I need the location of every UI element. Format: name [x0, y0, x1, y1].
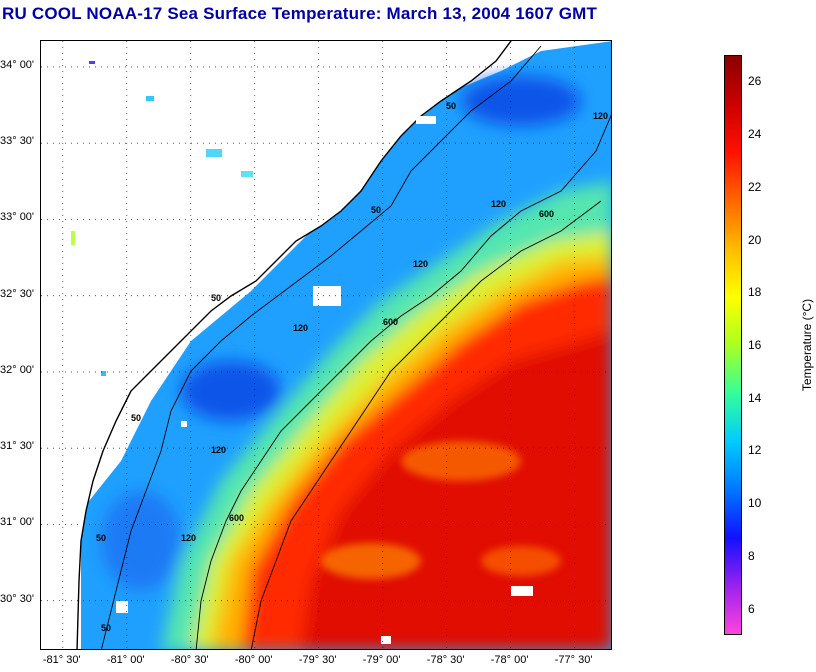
isobath-label: 120	[211, 445, 226, 455]
isobath-label: 120	[413, 259, 428, 269]
cold-patch-south	[101, 491, 181, 591]
isobath-label: 50	[446, 101, 456, 111]
isobath-label: 50	[101, 623, 111, 633]
colorbar-tick-label: 26	[748, 74, 762, 89]
longitude-label: -80° 30'	[170, 654, 209, 666]
longitude-label: -77° 30'	[554, 654, 593, 666]
colorbar-tick-label: 20	[748, 232, 762, 247]
longitude-label: -78° 30'	[426, 654, 465, 666]
colorbar-tick-label: 12	[748, 443, 762, 458]
cloud-speck	[116, 601, 128, 613]
latitude-label: 31° 00'	[0, 516, 35, 529]
isobath-label: 50	[131, 413, 141, 423]
isobath-label: 120	[293, 323, 308, 333]
cloud-speck	[416, 116, 436, 124]
isobath-120m	[195, 114, 611, 649]
cloud-speck	[381, 636, 391, 644]
isobath-label: 600	[229, 513, 244, 523]
latitude-label: 30° 30'	[0, 592, 35, 605]
inland-water	[71, 231, 75, 245]
colorbar-tick-label: 10	[748, 496, 762, 511]
colorbar-tick-label: 16	[748, 338, 762, 352]
longitude-label: -81° 00'	[106, 654, 145, 666]
cold-patch-north	[461, 76, 581, 126]
colorbar-label: Temperature (°C)	[800, 298, 814, 392]
cloud-speck	[181, 421, 187, 427]
longitude-label: -81° 30'	[42, 654, 81, 666]
warm-filament	[481, 546, 561, 576]
isobath-600m	[250, 200, 602, 649]
temperature-colorbar	[724, 55, 742, 635]
land-mass	[41, 41, 511, 649]
longitude-label: -79° 30'	[298, 654, 337, 666]
cloud-speck	[511, 586, 533, 596]
warm-filament	[401, 441, 521, 481]
sst-map[interactable]: 50 50 50 50 50 50 120 120 120 120 120 120 600 600 600	[40, 40, 612, 650]
latitude-label: 32° 30'	[0, 287, 35, 300]
inland-water	[146, 96, 154, 101]
colorbar-tick-label: 6	[748, 601, 755, 616]
latitude-label: 34° 00'	[0, 58, 35, 71]
longitude-label: -80° 00'	[234, 654, 273, 666]
isobath-label: 120	[491, 199, 506, 209]
colorbar-tick-label: 14	[748, 390, 762, 405]
isobath-label: 50	[96, 533, 106, 543]
latitude-label: 33° 00'	[0, 211, 35, 224]
isobath-label: 120	[593, 111, 608, 121]
latitude-label: 33° 30'	[0, 135, 35, 148]
longitude-label: -78° 00'	[490, 654, 529, 666]
colorbar-tick-label: 8	[748, 548, 755, 563]
cloud-speck	[313, 286, 341, 306]
inland-water	[241, 171, 253, 177]
isobath-label: 600	[383, 317, 398, 327]
isobath-label: 600	[539, 209, 554, 219]
longitude-label: -79° 00'	[362, 654, 401, 666]
isobath-50m	[101, 45, 542, 649]
latitude-label: 31° 30'	[0, 440, 35, 453]
latitude-label: 32° 00'	[0, 363, 35, 376]
sst-image: 50 50 50 50 50 50 120 120 120 120 120 120 600 600 600	[41, 41, 611, 649]
warm-filament	[321, 543, 421, 579]
isobath-label: 120	[181, 533, 196, 543]
map-title: RU COOL NOAA-17 Sea Surface Temperature:…	[2, 4, 598, 23]
colorbar-tick-label: 24	[748, 127, 762, 142]
inland-water	[89, 61, 95, 64]
cold-patch-central	[181, 361, 281, 421]
colorbar-tick-label: 22	[748, 179, 762, 194]
inland-water	[101, 371, 106, 376]
isobath-label: 50	[371, 205, 381, 215]
colorbar-tick-label: 18	[748, 285, 762, 300]
inland-water	[206, 149, 222, 157]
isobath-label: 50	[211, 293, 221, 303]
